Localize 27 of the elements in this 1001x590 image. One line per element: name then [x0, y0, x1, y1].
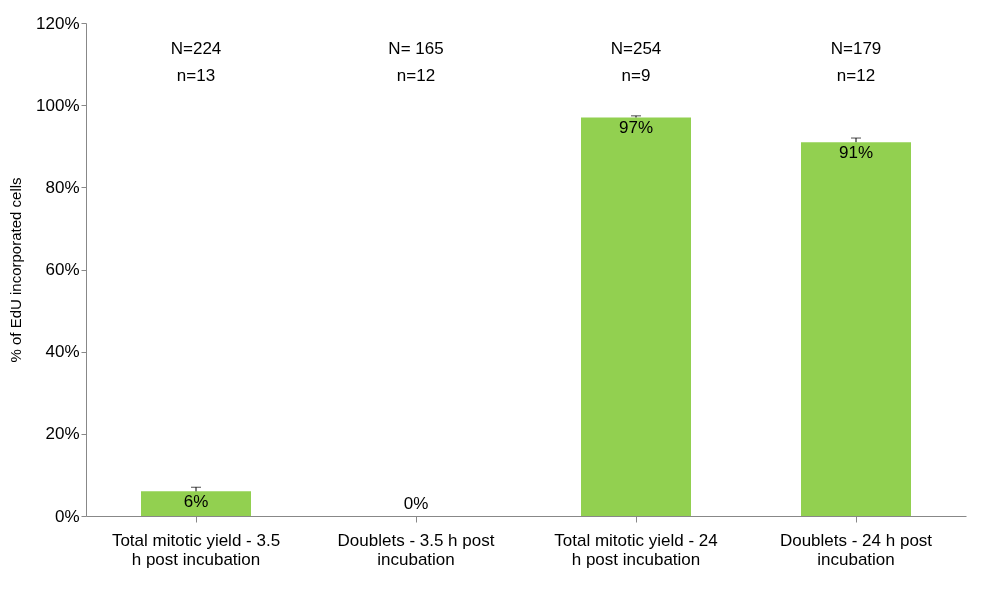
- bar: [141, 491, 251, 516]
- data-label: 6%: [183, 492, 209, 512]
- x-tick-label: Total mitotic yield - 3.5 h post incubation: [111, 530, 281, 569]
- annotation: N=224: [170, 39, 222, 58]
- annotation: n=9: [621, 66, 651, 85]
- y-tick-label: 100%: [36, 95, 80, 115]
- data-label: 97%: [618, 118, 654, 138]
- y-tick-label: 80%: [45, 177, 80, 197]
- annotation: n=13: [176, 66, 216, 85]
- annotation: n=12: [836, 66, 876, 85]
- data-label: 91%: [838, 143, 874, 163]
- y-tick-label: 40%: [45, 342, 80, 362]
- data-label: 0%: [403, 494, 429, 513]
- annotation: N=179: [830, 39, 882, 58]
- x-tick-label: Doublets - 3.5 h post incubation: [337, 530, 495, 569]
- y-tick-label: 0%: [54, 506, 80, 526]
- y-tick-label: 20%: [45, 424, 80, 444]
- annotation: N=254: [610, 39, 662, 58]
- bar: [581, 117, 691, 516]
- annotation: N= 165: [388, 39, 444, 58]
- annotation: n=12: [396, 66, 436, 85]
- bar: [801, 142, 911, 516]
- x-tick-label: Doublets - 24 h post incubation: [779, 530, 933, 569]
- y-tick-label: 60%: [45, 260, 80, 279]
- y-axis-title: % of EdU incorporated cells: [7, 177, 25, 363]
- x-tick-label: Total mitotic yield - 24 h post incubation: [554, 530, 718, 569]
- y-tick-label: 120%: [36, 13, 80, 33]
